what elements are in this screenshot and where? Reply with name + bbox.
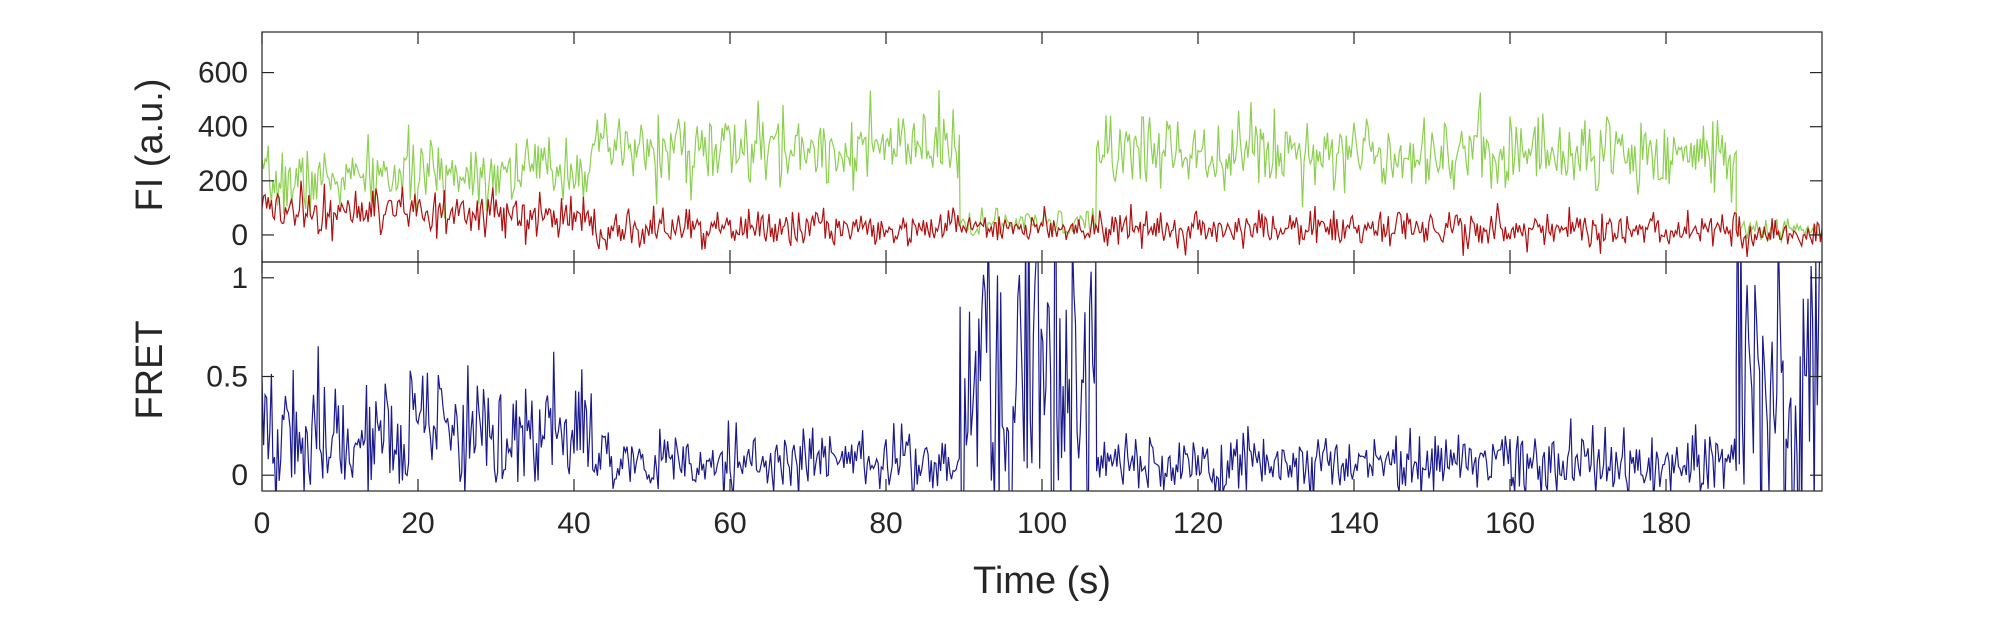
time-xlabel: Time (s) [973, 560, 1111, 602]
fret-ylabel: FRET [129, 320, 171, 419]
acceptor-trace [262, 180, 1822, 257]
fret-trace [262, 262, 1821, 491]
x-tick-label: 140 [1329, 507, 1379, 540]
y-tick-label: 400 [198, 111, 248, 144]
fluorescence-panel: 0 200 400 600 [198, 31, 1823, 263]
x-tick-label: 60 [713, 507, 746, 540]
x-tick-label: 20 [401, 507, 434, 540]
y-tick-label: 0 [231, 459, 248, 492]
fi-ylabel: FI (a.u.) [129, 78, 171, 211]
y-tick-label: 1 [231, 262, 248, 295]
trace-group [262, 262, 1821, 491]
x-tick-label: 160 [1485, 507, 1535, 540]
x-tick-label: 100 [1017, 507, 1067, 540]
fret-panel: 0 0.5 1 0 20 40 60 80 100 120 140 160 180 [206, 261, 1823, 540]
y-tick-label: 0.5 [206, 361, 248, 394]
x-tick-label: 120 [1173, 507, 1223, 540]
x-tick-label: 0 [254, 507, 271, 540]
x-tick-label: 180 [1641, 507, 1691, 540]
y-tick-label: 200 [198, 165, 248, 198]
y-tick-label: 0 [231, 219, 248, 252]
x-tick-label: 40 [557, 507, 590, 540]
x-tick-label: 80 [869, 507, 902, 540]
donor-trace [262, 89, 1822, 243]
trace-group [262, 89, 1822, 257]
y-tick-label: 600 [198, 57, 248, 90]
